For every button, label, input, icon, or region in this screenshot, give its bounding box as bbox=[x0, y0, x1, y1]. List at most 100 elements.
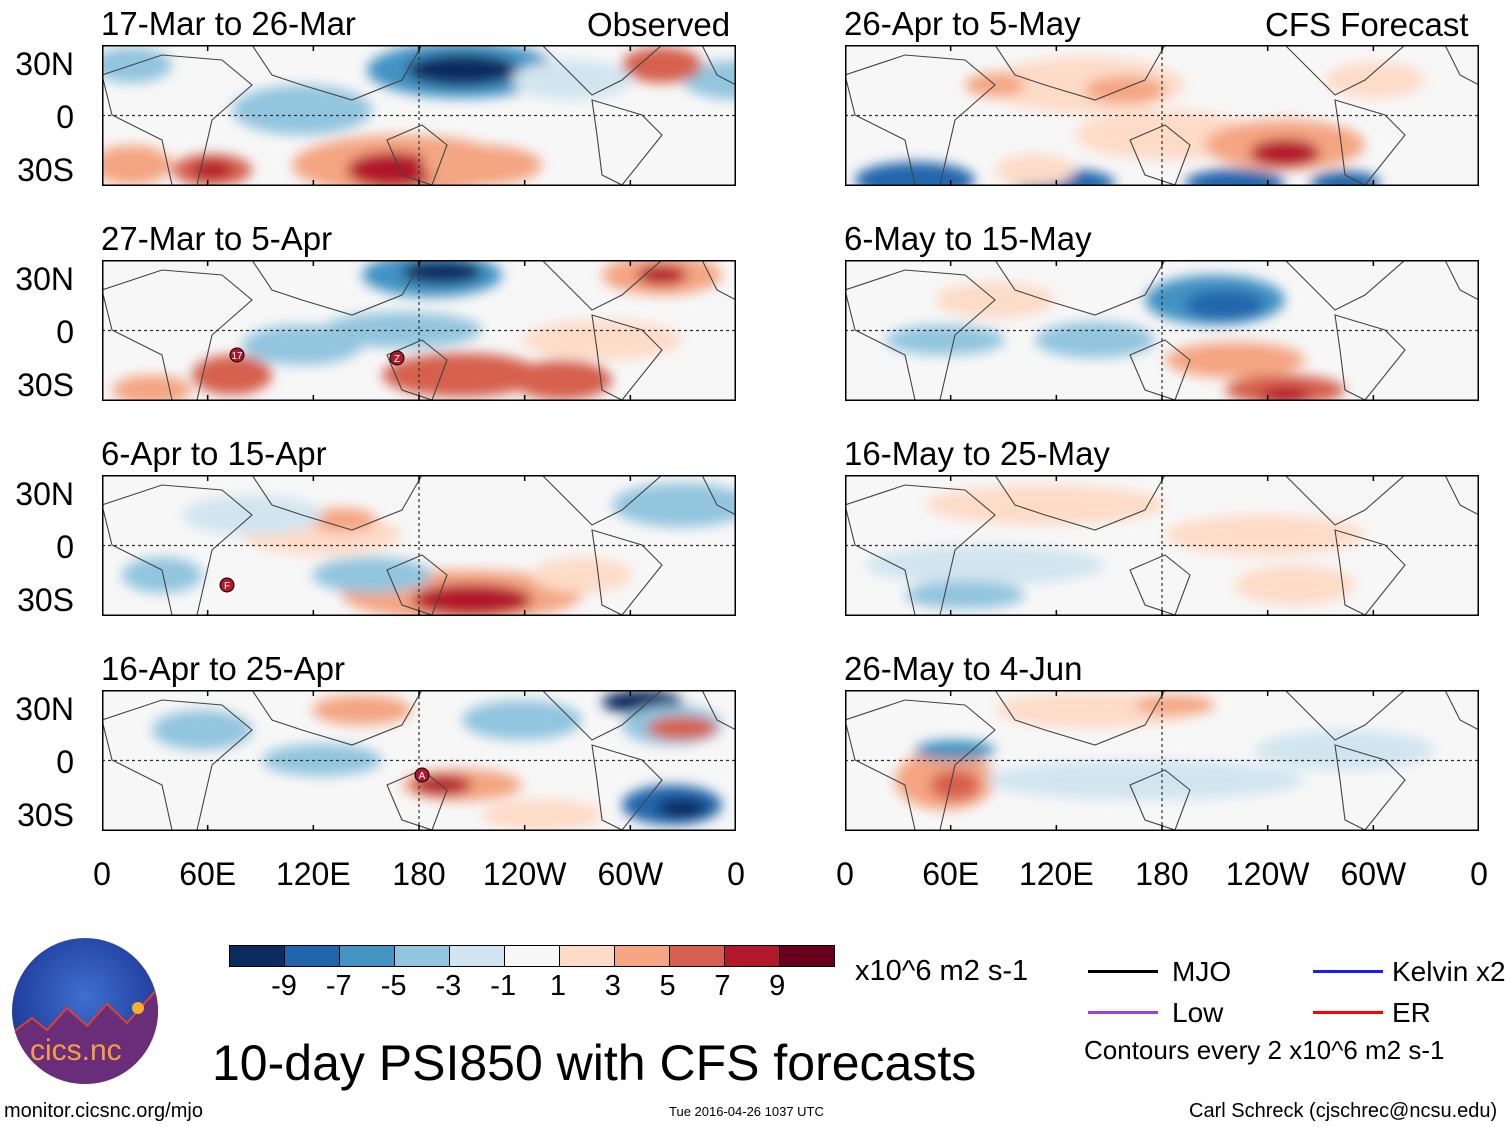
anomaly-region bbox=[865, 545, 1105, 585]
anomaly-region bbox=[1325, 62, 1425, 98]
anomaly-region bbox=[112, 375, 192, 401]
colorbar-swatch bbox=[450, 946, 505, 966]
coastline bbox=[994, 45, 1166, 101]
panel-title: 26-May to 4-Jun bbox=[844, 650, 1083, 687]
colorbar-swatch bbox=[670, 946, 725, 966]
units-label: x10^6 m2 s-1 bbox=[855, 955, 1029, 987]
map-panel bbox=[845, 260, 1479, 401]
coastline bbox=[1284, 260, 1406, 311]
anomaly-region bbox=[1135, 695, 1215, 715]
anomaly-region bbox=[647, 716, 717, 740]
anomaly-region bbox=[995, 154, 1075, 186]
anomaly-region bbox=[422, 145, 542, 185]
source-url[interactable]: monitor.cicsnc.org/mjo bbox=[4, 1100, 203, 1122]
panel-title: 26-Apr to 5-May bbox=[844, 5, 1081, 42]
coastline bbox=[1444, 45, 1479, 86]
anomaly-region bbox=[192, 355, 272, 395]
anomaly-region bbox=[1235, 565, 1355, 605]
coastline bbox=[1129, 554, 1191, 616]
coastline bbox=[994, 260, 1166, 316]
colorbar-swatch bbox=[230, 946, 285, 966]
storm-marker bbox=[219, 577, 235, 593]
anomaly-region bbox=[312, 695, 412, 725]
x-tick-label: 0 bbox=[1470, 856, 1488, 892]
y-tick-label: 30N bbox=[15, 691, 74, 727]
logo: cics.nc bbox=[12, 938, 158, 1084]
anomaly-region bbox=[1185, 290, 1265, 320]
legend-er-line bbox=[1313, 1011, 1383, 1014]
anomaly-region bbox=[512, 60, 632, 100]
x-tick-label: 120E bbox=[275, 856, 351, 892]
map-panel bbox=[845, 690, 1479, 831]
storm-marker bbox=[229, 347, 245, 363]
anomaly-region bbox=[532, 557, 632, 593]
y-tick-label: 0 bbox=[56, 744, 74, 780]
y-tick-label: 30N bbox=[15, 476, 74, 512]
anomaly-region bbox=[1035, 322, 1155, 358]
anomaly-region bbox=[312, 557, 432, 593]
colorbar-label: 5 bbox=[659, 970, 676, 1002]
coastline bbox=[1129, 339, 1191, 401]
anomaly-region bbox=[1085, 76, 1165, 104]
anomaly-region bbox=[522, 320, 682, 360]
y-tick-label: 30S bbox=[17, 152, 74, 188]
coastline bbox=[102, 484, 253, 616]
y-tick-label: 30N bbox=[15, 46, 74, 82]
anomaly-region bbox=[307, 508, 377, 532]
anomaly-region bbox=[637, 265, 687, 285]
x-tick-label: 120E bbox=[1018, 856, 1094, 892]
coastline bbox=[1284, 690, 1406, 741]
y-tick-label: 30S bbox=[17, 797, 74, 833]
coastline bbox=[701, 260, 736, 301]
coastline bbox=[541, 690, 663, 741]
coastline bbox=[845, 484, 996, 616]
storm-label: 17 bbox=[231, 351, 243, 362]
y-tick-label: 0 bbox=[56, 99, 74, 135]
coastline bbox=[845, 269, 996, 401]
coastline bbox=[251, 260, 423, 316]
anomaly-region bbox=[1250, 139, 1320, 167]
coastline bbox=[251, 690, 423, 746]
coastline bbox=[541, 260, 663, 311]
coastline bbox=[541, 475, 663, 526]
x-tick-label: 60W bbox=[597, 856, 664, 892]
coastline bbox=[1284, 475, 1406, 526]
map-panel: A bbox=[102, 690, 736, 831]
legend-mjo-label: MJO bbox=[1172, 956, 1232, 987]
colorbar-label: 3 bbox=[604, 970, 621, 1002]
panel-title: 16-Apr to 25-Apr bbox=[101, 650, 345, 687]
coastline bbox=[1444, 260, 1479, 301]
anomaly-region bbox=[1165, 515, 1365, 555]
anomaly-region bbox=[915, 740, 995, 760]
legend-er-label: ER bbox=[1392, 997, 1431, 1028]
anomaly-region bbox=[412, 584, 532, 616]
colorbar-swatch bbox=[395, 946, 450, 966]
x-tick-label: 0 bbox=[727, 856, 745, 892]
panel-title: 6-Apr to 15-Apr bbox=[101, 435, 327, 472]
anomaly-region bbox=[925, 485, 1165, 525]
coastline bbox=[1284, 45, 1406, 96]
x-tick-label: 120W bbox=[1225, 856, 1310, 892]
y-tick-label: 0 bbox=[56, 529, 74, 565]
colorbar-label: -5 bbox=[380, 970, 407, 1002]
coastline bbox=[845, 54, 996, 186]
y-tick-label: 30S bbox=[17, 367, 74, 403]
storm-label: A bbox=[419, 771, 426, 782]
coastline bbox=[845, 699, 996, 831]
anomaly-region bbox=[192, 161, 232, 179]
coastline bbox=[102, 54, 253, 186]
anomaly-region bbox=[482, 799, 602, 831]
forecast-label: CFS Forecast bbox=[1265, 6, 1469, 43]
colorbar-label: 9 bbox=[769, 970, 786, 1002]
anomaly-region bbox=[122, 557, 202, 593]
panel-title: 17-Mar to 26-Mar bbox=[101, 5, 356, 42]
coastline bbox=[1444, 475, 1479, 516]
logo-text: cics.nc bbox=[30, 1034, 122, 1067]
x-tick-label: 0 bbox=[836, 856, 854, 892]
anomaly-region bbox=[905, 581, 1025, 609]
legend-kelvin-label: Kelvin x2 bbox=[1392, 956, 1506, 987]
storm-marker bbox=[414, 767, 430, 783]
coastline bbox=[994, 475, 1166, 531]
anomaly-region bbox=[462, 700, 582, 740]
colorbar-swatch bbox=[725, 946, 780, 966]
